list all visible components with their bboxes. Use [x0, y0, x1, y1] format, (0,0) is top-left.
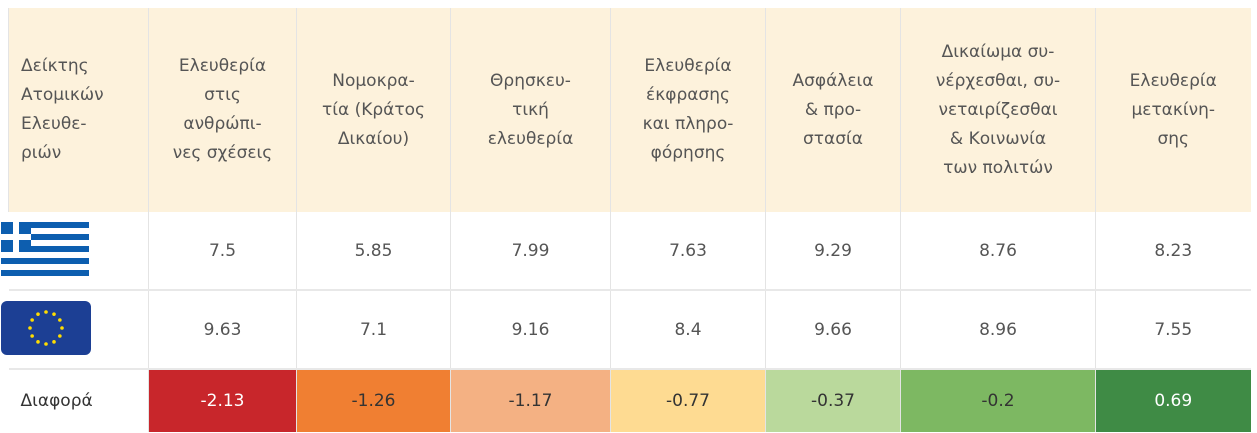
- value-cell: 5.85: [296, 212, 451, 291]
- value-cell: 7.5: [148, 212, 297, 291]
- value-cell: 7.1: [296, 290, 451, 370]
- header-line: τία (Κράτος: [322, 99, 425, 120]
- header-line: Ελευθε-: [21, 114, 87, 134]
- value-cell: 8.23: [1095, 212, 1251, 291]
- value-cell: 7.55: [1095, 290, 1251, 370]
- header-line: ανθρώπι-: [183, 114, 262, 134]
- header-cell: Ελευθερία έκφρασης και πληρο-φόρησης: [610, 8, 766, 212]
- difference-cell: -1.17: [450, 369, 611, 432]
- value-cell: 8.4: [610, 290, 766, 370]
- table-body: 7.5 5.85 7.99 7.63 9.29 8.76 8.23 9.63 7.1 9.16 8…: [0, 212, 1251, 432]
- header-line: νες σχέσεις: [172, 143, 273, 163]
- value-cell: 9.16: [450, 290, 611, 370]
- header-line: Ελευθερία: [1129, 70, 1217, 91]
- header-line: Δικαίου): [337, 128, 410, 149]
- value-cell: 9.66: [765, 290, 901, 370]
- difference-cell: -1.26: [296, 369, 451, 432]
- value-cell: 9.63: [148, 290, 297, 370]
- header-cell: Δικαίωμα συ-νέρχεσθαι, συ-νεταιρίζεσθαι &…: [900, 8, 1096, 212]
- difference-cell: -0.37: [765, 369, 901, 432]
- data-row: 9.63 7.1 9.16 8.4 9.66 8.96 7.55: [0, 290, 1251, 370]
- difference-cell: -0.77: [610, 369, 766, 432]
- header-line: Ασφάλεια: [792, 70, 874, 91]
- header-line: ριών: [21, 143, 62, 163]
- data-row: 7.5 5.85 7.99 7.63 9.29 8.76 8.23: [0, 212, 1251, 291]
- difference-label: Διαφορά: [20, 391, 93, 411]
- value-cell: 7.99: [450, 212, 611, 291]
- header-line: Δείκτης: [21, 56, 89, 76]
- eu-flag: [0, 301, 91, 355]
- value-cell: 8.76: [900, 212, 1096, 291]
- header-line: Ατομικών: [21, 85, 104, 105]
- header-cell: Ασφάλεια & προ-στασία: [765, 8, 901, 212]
- header-line: των πολιτών: [943, 157, 1053, 178]
- value-cell: 9.29: [765, 212, 901, 291]
- header-cell: Δείκτης Ατομικών Ελευθε-ριών: [8, 8, 149, 212]
- value-cell: 7.63: [610, 212, 766, 291]
- header-cell: Ελευθερία μετακίνη-σης: [1095, 8, 1251, 212]
- header-line: Ελευθερία: [644, 56, 732, 76]
- header-line: στασία: [803, 128, 863, 149]
- header-line: & προ-: [804, 99, 862, 120]
- header-line: στις: [204, 85, 241, 105]
- header-line: νεταιρίζεσθαι: [938, 99, 1058, 120]
- difference-row: Διαφορά -2.13 -1.26 -1.17 -0.77 -0.37 -0.2 0.69: [9, 369, 1251, 432]
- difference-cell: 0.69: [1095, 369, 1251, 432]
- freedom-table: Δείκτης Ατομικών Ελευθε-ριών Ελευθερία στις α…: [0, 8, 1251, 432]
- flag-cell: [0, 290, 149, 370]
- header-line: μετακίνη-: [1131, 99, 1216, 120]
- difference-cell: -2.13: [148, 369, 297, 432]
- flag-cell: [0, 212, 149, 291]
- difference-cell: -0.2: [900, 369, 1096, 432]
- header-line: νέρχεσθαι, συ-: [935, 70, 1061, 91]
- greece-flag: [0, 222, 91, 276]
- header-line: Δικαίωμα συ-: [941, 41, 1055, 62]
- header-line: Θρησκευ-: [490, 70, 571, 91]
- value-cell: 8.96: [900, 290, 1096, 370]
- header-line: Νομοκρα-: [332, 70, 415, 91]
- header-row: Δείκτης Ατομικών Ελευθε-ριών Ελευθερία στις α…: [8, 8, 1251, 212]
- header-line: σης: [1157, 128, 1190, 149]
- header-line: & Κοινωνία: [949, 128, 1047, 149]
- header-line: τική: [512, 99, 549, 120]
- header-line: φόρησης: [650, 143, 726, 163]
- header-line: έκφρασης: [646, 85, 730, 105]
- header-line: και πληρο-: [642, 114, 734, 134]
- header-cell: Νομοκρα-τία (Κράτος Δικαίου): [296, 8, 451, 212]
- header-line: Ελευθερία: [178, 56, 267, 76]
- header-cell: Ελευθερία στις ανθρώπι-νες σχέσεις: [148, 8, 297, 212]
- header-line: ελευθερία: [487, 128, 574, 149]
- header-cell: Θρησκευ-τική ελευθερία: [450, 8, 611, 212]
